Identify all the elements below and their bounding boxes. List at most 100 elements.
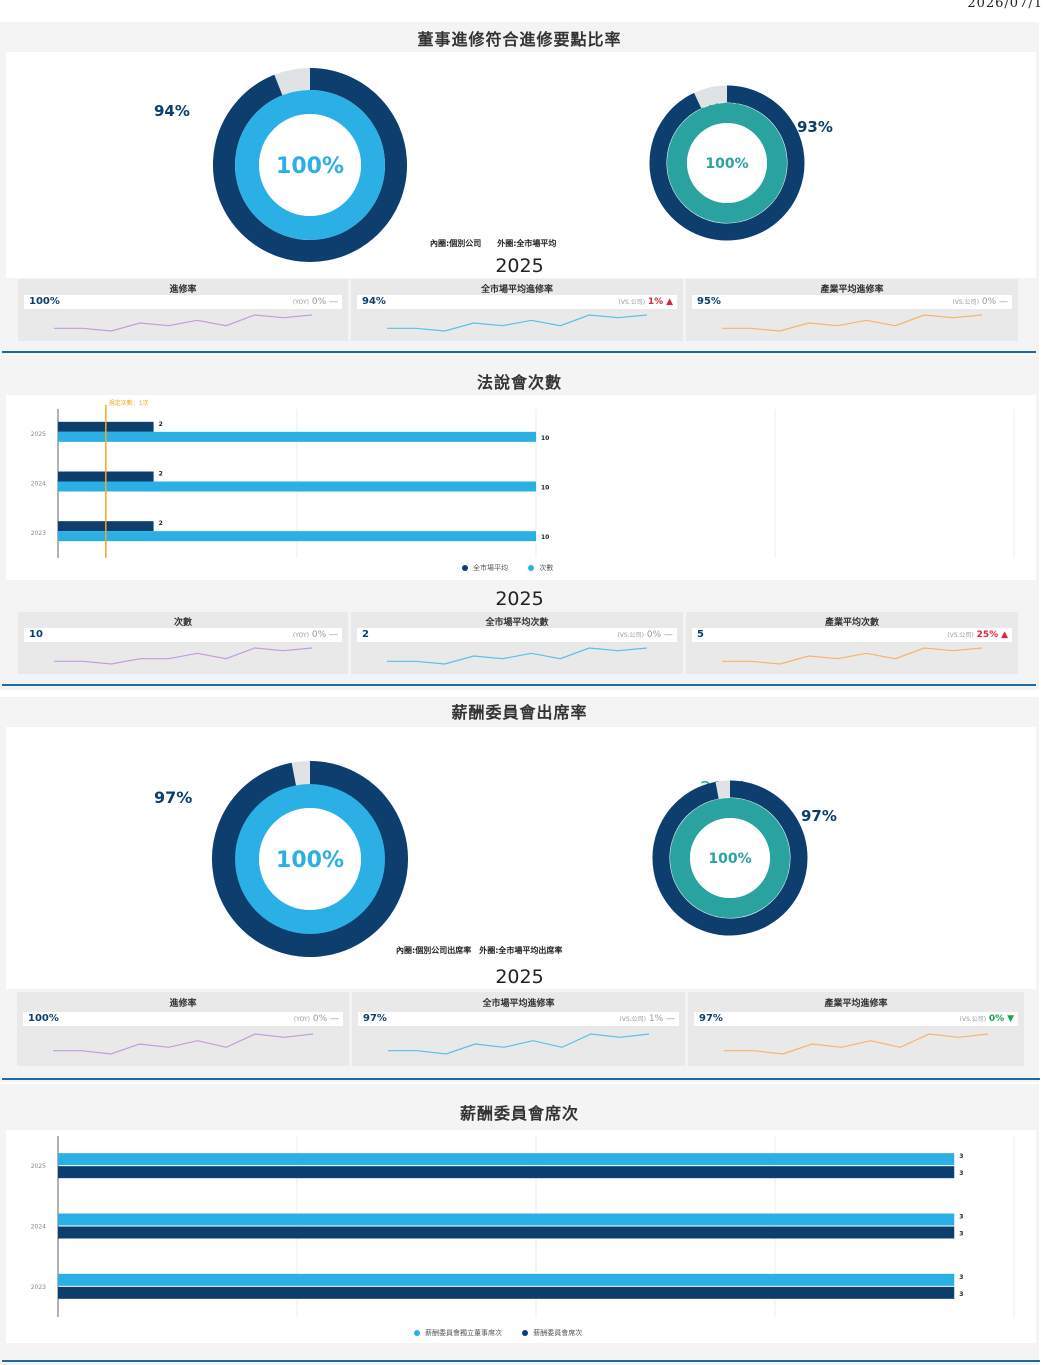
kpi-card: 次數 10 (YOY) 0% — xyxy=(18,612,348,674)
outer-ring-label: 97% xyxy=(801,807,837,825)
section-divider xyxy=(2,351,1036,353)
bar-value-label: 3 xyxy=(959,1214,963,1221)
kpi-title: 產業平均進修率 xyxy=(820,285,884,295)
comp-committee-seats-bar-chart: 2025 3 3 2024 3 3 2023 3 3 xyxy=(31,1136,1015,1317)
kpi-compare: (VS.公司) 25% ▲ xyxy=(947,630,1008,640)
sparkline-path xyxy=(53,1033,314,1055)
section-divider xyxy=(2,684,1036,686)
outer-ring-label: 97% xyxy=(154,788,193,807)
chart-legend: 薪酬委員會獨立董事席次 薪酬委員會席次 xyxy=(414,1328,582,1338)
bar-value-label: 3 xyxy=(959,1153,963,1160)
bar-value-label: 2 xyxy=(159,471,163,478)
kpi-title: 產業平均次數 xyxy=(824,618,879,628)
kpi-title: 全市場平均進修率 xyxy=(482,999,555,1009)
investor-conference-bar-chart: 2025 2 10 2024 2 10 2023 2 10 規定次數：1次 xyxy=(31,399,1015,558)
chart-legend: 全市場平均 次數 xyxy=(462,563,553,573)
bar xyxy=(58,481,536,492)
kpi-compare: (VS.公司) 1% — xyxy=(619,1014,675,1024)
donut-chart-2025: 100% xyxy=(213,68,407,262)
legend-item: 次數 xyxy=(528,564,553,572)
legend-dot xyxy=(528,565,535,571)
kpi-title: 進修率 xyxy=(169,285,197,295)
bar-value-label: 3 xyxy=(959,1291,963,1298)
legend-item: 薪酬委員會獨立董事席次 xyxy=(414,1329,502,1337)
kpi-title: 全市場平均次數 xyxy=(485,618,549,628)
outer-ring-arc xyxy=(649,85,805,241)
legend-label: 薪酬委員會獨立董事席次 xyxy=(425,1329,502,1337)
bar-value-label: 3 xyxy=(959,1170,963,1177)
report-date: 2026/07/1 xyxy=(967,0,1043,11)
section-title: 法說會次數 xyxy=(476,373,562,392)
section-title: 薪酬委員會出席率 xyxy=(451,703,588,722)
kpi-card: 全市場平均進修率 97% (VS.公司) 1% — xyxy=(352,992,685,1066)
sparkline-path xyxy=(722,314,983,332)
kpi-value: 94% xyxy=(362,296,386,307)
section-title: 董事進修符合進修要點比率 xyxy=(417,30,622,49)
y-tick-label: 2023 xyxy=(31,1284,46,1291)
section-training-compliance: 董事進修符合進修要點比率 2025 94% 100% 2024 93% 100%… xyxy=(0,22,1045,354)
y-tick-label: 2024 xyxy=(31,481,46,488)
y-tick-label: 2024 xyxy=(31,1224,46,1231)
kpi-card: 產業平均進修率 95% (VS.公司) 0% — xyxy=(686,279,1018,341)
kpi-card: 產業平均進修率 97% (VS.公司) 0% ▼ xyxy=(688,992,1024,1066)
outer-ring-label: 94% xyxy=(154,102,190,120)
kpi-sparkline xyxy=(724,1033,989,1055)
kpi-value: 100% xyxy=(28,1013,59,1024)
sparkline-path xyxy=(722,647,983,665)
kpi-value: 2 xyxy=(362,629,369,640)
kpi-year: 2025 xyxy=(495,255,544,277)
outer-ring-arc xyxy=(212,761,408,957)
kpi-card: 全市場平均次數 2 (VS.公司) 0% — xyxy=(351,612,683,674)
bar xyxy=(58,1166,955,1179)
legend-label: 次數 xyxy=(539,564,554,572)
legend-label: 薪酬委員會席次 xyxy=(533,1329,583,1337)
kpi-value: 100% xyxy=(29,296,60,307)
legend-dot xyxy=(414,1330,420,1336)
inner-value-label: 100% xyxy=(276,154,344,179)
bar xyxy=(58,1153,955,1166)
kpi-value: 5 xyxy=(697,629,704,640)
inner-ring-arc xyxy=(670,798,790,918)
donut-panel xyxy=(6,52,1036,278)
bar-value-label: 2 xyxy=(159,520,163,527)
kpi-value-row: 94% (VS.公司) 1% ▲ xyxy=(357,295,677,309)
section-comp-committee-seats: 薪酬委員會席次 2025 3 3 2024 3 3 2023 3 3 薪酬委員會獨立董事席次 薪… xyxy=(0,1084,1045,1365)
inner-value-label: 100% xyxy=(708,851,751,867)
sparkline-path xyxy=(387,647,648,665)
section-title: 薪酬委員會席次 xyxy=(459,1104,579,1123)
kpi-value: 10 xyxy=(29,629,43,640)
inner-ring-arc xyxy=(235,784,385,934)
kpi-value-row: 100% (YOY) 0% — xyxy=(23,1012,343,1026)
kpi-sparkline xyxy=(722,647,983,665)
kpi-title: 次數 xyxy=(173,618,192,628)
bar xyxy=(58,1213,955,1226)
kpi-title: 產業平均進修率 xyxy=(824,999,888,1009)
bar xyxy=(58,1286,955,1299)
kpi-sparkline xyxy=(387,314,648,332)
donut-panel xyxy=(6,727,1036,989)
donut-center xyxy=(259,114,361,216)
section-comp-committee-attendance: 薪酬委員會出席率 2025 97% 100% 2024 97% 100% 內圈:… xyxy=(0,697,1045,1082)
bar xyxy=(58,531,536,542)
inner-value-label: 100% xyxy=(276,848,344,873)
kpi-compare: (VS.公司) 0% — xyxy=(952,297,1008,307)
outer-ring-arc xyxy=(652,780,808,936)
donut-legend-note: 內圈:個別公司 外圈:全市場平均 xyxy=(430,239,557,248)
legend-dot xyxy=(522,1330,529,1336)
kpi-compare: (YOY) 0% — xyxy=(292,297,338,307)
kpi-value-row: 100% (YOY) 0% — xyxy=(24,295,342,309)
legend-label: 全市場平均 xyxy=(473,564,508,572)
kpi-compare: (YOY) 0% — xyxy=(293,1014,339,1024)
sparkline-path xyxy=(54,314,313,332)
kpi-compare: (VS.公司) 1% ▲ xyxy=(618,297,673,307)
reference-line-label: 規定次數：1次 xyxy=(109,399,149,407)
section-divider xyxy=(2,1078,1040,1080)
kpi-value-row: 10 (YOY) 0% — xyxy=(24,628,342,642)
kpi-compare: (YOY) 0% — xyxy=(292,630,338,640)
outer-ring-arc xyxy=(213,68,407,262)
sparkline-path xyxy=(724,1033,989,1055)
y-tick-label: 2023 xyxy=(31,530,46,537)
kpi-value-row: 5 (VS.公司) 25% ▲ xyxy=(692,628,1012,642)
legend-item: 薪酬委員會席次 xyxy=(522,1329,582,1337)
inner-ring-arc xyxy=(235,90,385,240)
